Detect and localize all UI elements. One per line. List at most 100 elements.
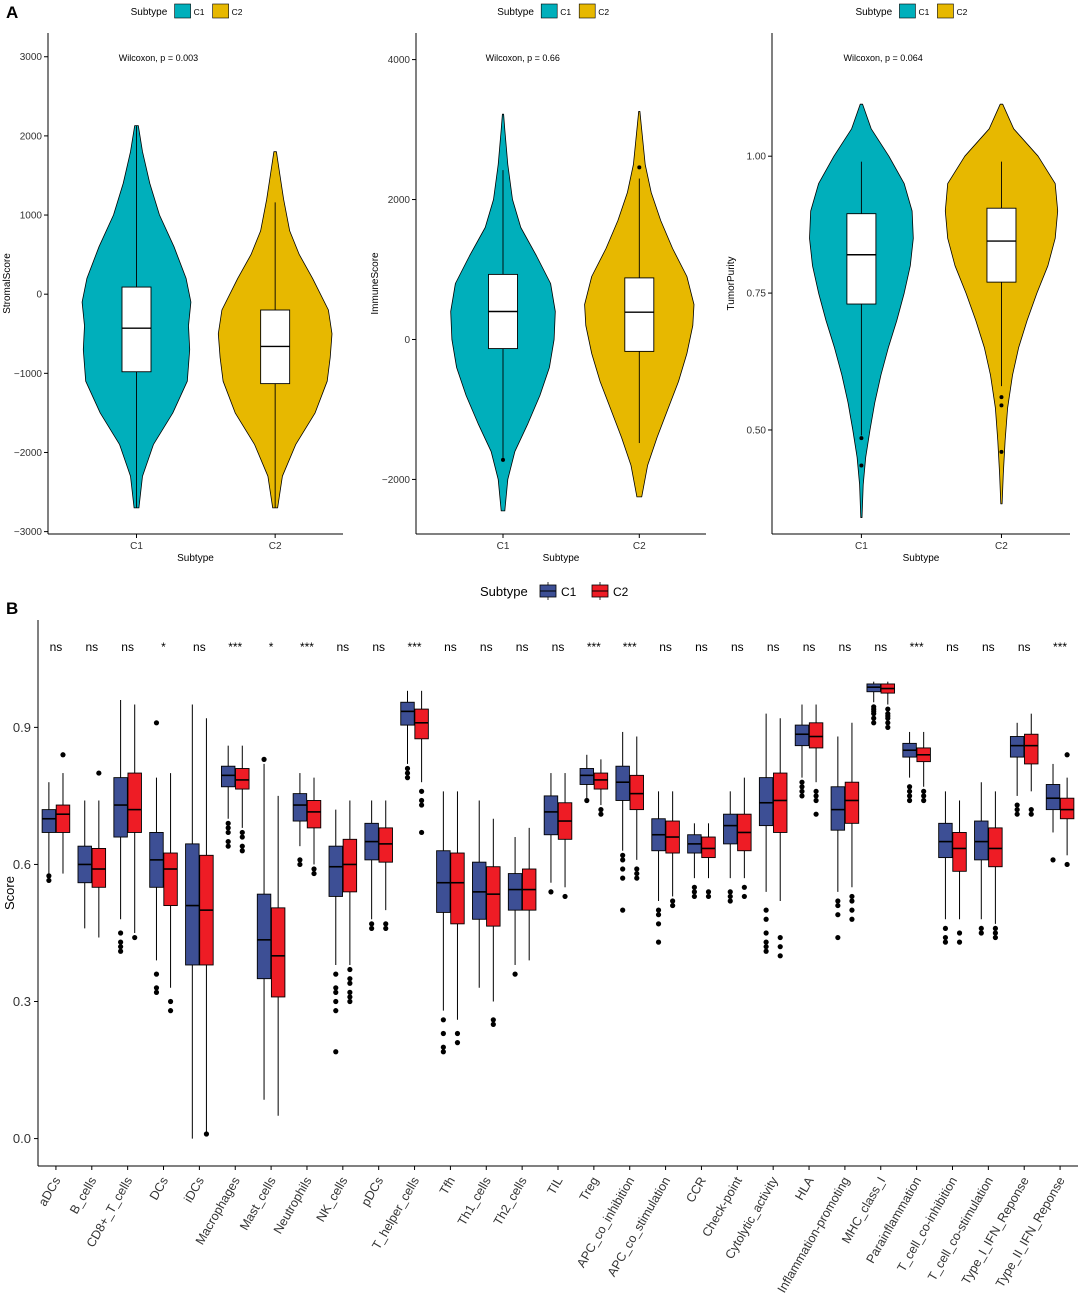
outlier-point bbox=[741, 893, 747, 900]
y-axis-label: TumorPurity bbox=[726, 256, 737, 310]
y-axis-label: ImmuneScore bbox=[370, 252, 381, 315]
outlier-point bbox=[885, 720, 891, 726]
x-axis-label: Subtype bbox=[543, 553, 580, 564]
outlier-point bbox=[419, 829, 425, 836]
x-tick-label-c1: C1 bbox=[130, 541, 143, 552]
x-tick-label: NK_cells bbox=[314, 1175, 351, 1225]
outlier-point bbox=[620, 875, 626, 881]
outlier-point bbox=[225, 829, 231, 836]
outlier-point bbox=[813, 788, 819, 794]
outlier-point bbox=[311, 870, 317, 877]
outlier-point bbox=[620, 907, 626, 913]
x-tick-label: Th1_cells bbox=[455, 1175, 494, 1228]
outlier-point bbox=[942, 925, 949, 932]
outlier-point bbox=[297, 857, 303, 863]
outlier-point bbox=[239, 843, 245, 849]
x-tick-label-c2: C2 bbox=[633, 541, 646, 552]
y-tick-label: 0 bbox=[404, 335, 410, 346]
outlier-point bbox=[849, 898, 855, 904]
outlier-point bbox=[347, 989, 353, 995]
outlier-point bbox=[167, 998, 174, 1005]
outlier-point bbox=[655, 912, 662, 918]
box-c1 bbox=[723, 813, 738, 845]
outlier-point bbox=[440, 1044, 446, 1050]
outlier-point bbox=[118, 944, 124, 950]
legend-label-c2: C2 bbox=[613, 585, 629, 599]
box-c2 bbox=[450, 852, 465, 925]
outlier-point bbox=[634, 866, 640, 872]
box-c2 bbox=[844, 781, 860, 824]
x-tick-label: T_cell_co-stimulation bbox=[925, 1174, 996, 1283]
outlier-point bbox=[1014, 811, 1020, 817]
significance-label: ns bbox=[372, 640, 385, 654]
significance-label: *** bbox=[408, 640, 422, 654]
x-tick-label: aDCs bbox=[36, 1175, 64, 1209]
panel-a: Subtype C1 C2 3000 2000 1000 0 −1000 −2000 −3000 S… bbox=[2, 3, 1070, 564]
legend-label-c1: C1 bbox=[560, 7, 571, 17]
box-c1 bbox=[974, 820, 989, 861]
outlier-point bbox=[261, 756, 267, 762]
outlier-point bbox=[512, 971, 518, 977]
outlier-point bbox=[1014, 802, 1020, 808]
outlier-point bbox=[670, 898, 676, 904]
significance-label: ns bbox=[874, 640, 887, 654]
outlier-point bbox=[655, 921, 662, 927]
category-group: APC_co_inhibition*** bbox=[574, 640, 644, 1270]
outlier-point bbox=[691, 884, 697, 890]
box-c1 bbox=[41, 809, 57, 833]
outlier-point bbox=[835, 912, 841, 918]
outlier-point bbox=[885, 706, 891, 712]
outlier-point bbox=[132, 934, 138, 941]
y-tick-label: 1.00 bbox=[747, 152, 767, 163]
category-group: iDCs ns bbox=[181, 640, 214, 1205]
significance-label: * bbox=[161, 640, 166, 654]
outlier-point bbox=[799, 793, 805, 799]
outlier-point bbox=[404, 770, 411, 776]
box-c1 bbox=[579, 768, 595, 785]
legend-title: Subtype bbox=[131, 7, 168, 18]
box-c2 bbox=[127, 772, 142, 833]
outlier-point bbox=[849, 916, 855, 922]
y-tick-label: 0.0 bbox=[13, 1131, 31, 1146]
outlier-point bbox=[490, 1021, 496, 1027]
outlier-point bbox=[598, 811, 604, 817]
x-tick-label-c2: C2 bbox=[269, 541, 282, 552]
outlier-point bbox=[311, 866, 317, 872]
x-tick-label: DCs bbox=[147, 1175, 171, 1203]
outlier-point bbox=[1014, 807, 1020, 813]
box-c1 bbox=[292, 793, 308, 822]
y-tick-label: 0 bbox=[36, 290, 42, 301]
box-c1 bbox=[113, 777, 128, 838]
outlier-point bbox=[999, 449, 1004, 454]
y-tick-label: 1000 bbox=[20, 211, 43, 222]
significance-label: ns bbox=[946, 640, 959, 654]
x-tick-label: Treg bbox=[577, 1174, 602, 1203]
outlier-point bbox=[620, 857, 626, 863]
box-c2 bbox=[1024, 733, 1039, 765]
category-group: Type_I_IFN_Reponse ns bbox=[959, 640, 1039, 1287]
significance-label: ns bbox=[1018, 640, 1031, 654]
outlier-point bbox=[942, 934, 949, 941]
y-tick-label: 2000 bbox=[388, 195, 411, 206]
significance-label: ns bbox=[659, 640, 672, 654]
significance-label: *** bbox=[228, 640, 242, 654]
significance-label: * bbox=[269, 640, 274, 654]
box-c1 bbox=[220, 765, 236, 788]
box-c2 bbox=[773, 772, 788, 833]
box-c2 bbox=[55, 804, 71, 833]
significance-label: ns bbox=[982, 640, 995, 654]
outlier-point bbox=[153, 720, 160, 726]
significance-label: ns bbox=[85, 640, 98, 654]
outlier-point bbox=[347, 966, 353, 973]
category-group: aDCs ns bbox=[36, 640, 71, 1209]
category-group: Parainflammation*** bbox=[863, 640, 931, 1266]
legend-key-c2 bbox=[212, 3, 229, 19]
outlier-point bbox=[637, 165, 642, 170]
outlier-point bbox=[799, 788, 805, 794]
category-group: Mast_cells * bbox=[237, 640, 286, 1233]
outlier-point bbox=[548, 889, 554, 895]
box-c2 bbox=[91, 848, 107, 888]
